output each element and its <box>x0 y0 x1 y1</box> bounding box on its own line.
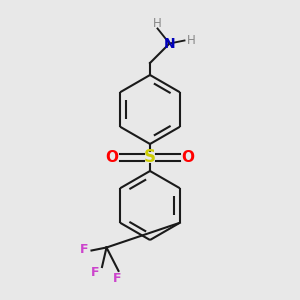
Text: H: H <box>153 16 162 30</box>
Text: S: S <box>144 148 156 166</box>
Text: O: O <box>182 150 195 165</box>
Text: F: F <box>113 272 121 285</box>
Text: N: N <box>164 37 175 50</box>
Text: F: F <box>80 243 88 256</box>
Text: O: O <box>105 150 119 165</box>
Text: F: F <box>91 266 99 279</box>
Text: H: H <box>187 34 196 47</box>
